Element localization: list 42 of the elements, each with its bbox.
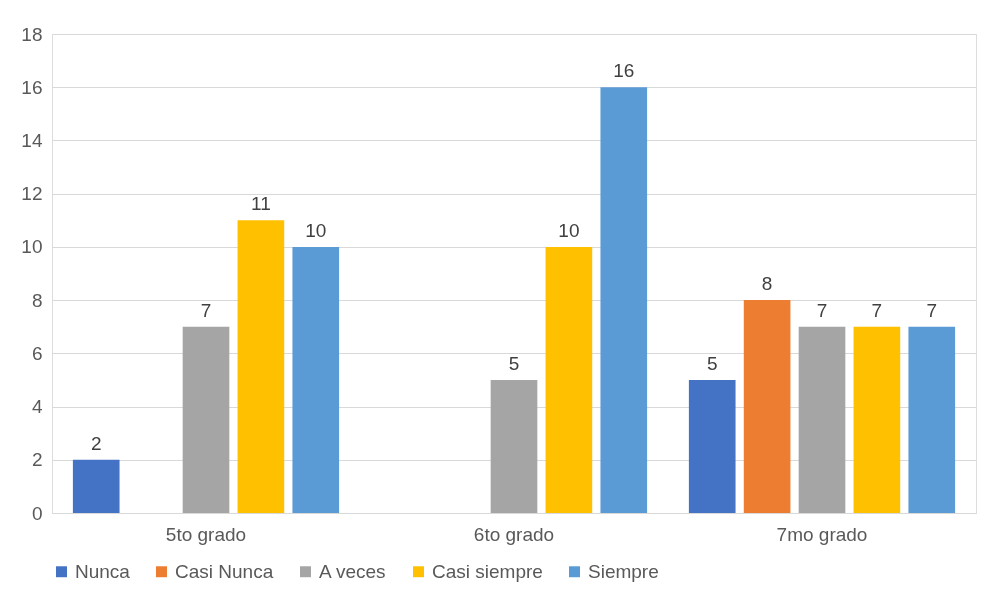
legend-label: Casi siempre bbox=[432, 560, 543, 582]
y-tick-label: 18 bbox=[21, 23, 43, 45]
y-tick-label: 12 bbox=[21, 183, 43, 205]
bar bbox=[72, 459, 120, 513]
y-tick-label: 6 bbox=[31, 342, 43, 364]
bar bbox=[798, 326, 846, 513]
data-label: 7 bbox=[871, 299, 883, 321]
bar bbox=[545, 246, 593, 513]
data-label: 10 bbox=[558, 219, 580, 241]
y-tick-label: 0 bbox=[31, 502, 43, 524]
y-tick-label: 16 bbox=[21, 76, 43, 98]
x-tick-label: 6to grado bbox=[473, 523, 555, 545]
data-label: 7 bbox=[926, 299, 938, 321]
legend-label: Siempre bbox=[588, 560, 659, 582]
legend-label: A veces bbox=[319, 560, 386, 582]
y-tick-label: 14 bbox=[21, 129, 43, 151]
y-tick-label: 2 bbox=[31, 449, 43, 471]
data-label: 7 bbox=[200, 299, 212, 321]
data-label: 7 bbox=[816, 299, 828, 321]
legend-label: Nunca bbox=[75, 560, 131, 582]
bar bbox=[490, 379, 538, 513]
x-tick-label: 7mo grado bbox=[776, 523, 868, 545]
bar bbox=[292, 246, 340, 513]
data-label: 5 bbox=[508, 352, 520, 374]
data-label: 10 bbox=[305, 219, 327, 241]
y-tick-label: 8 bbox=[31, 289, 43, 311]
data-label: 5 bbox=[706, 352, 718, 374]
bar bbox=[688, 379, 736, 513]
data-label: 8 bbox=[761, 273, 773, 295]
legend-label: Casi Nunca bbox=[175, 560, 274, 582]
data-label: 16 bbox=[613, 60, 635, 82]
bar bbox=[743, 300, 791, 513]
bar bbox=[908, 326, 956, 513]
bar bbox=[237, 220, 285, 513]
data-label: 11 bbox=[251, 193, 271, 215]
y-tick-label: 10 bbox=[21, 236, 43, 258]
bar bbox=[853, 326, 901, 513]
x-tick-label: 5to grado bbox=[165, 523, 247, 545]
data-label: 2 bbox=[90, 432, 102, 454]
bar bbox=[182, 326, 230, 513]
bar bbox=[600, 87, 648, 513]
y-tick-label: 4 bbox=[31, 396, 43, 418]
